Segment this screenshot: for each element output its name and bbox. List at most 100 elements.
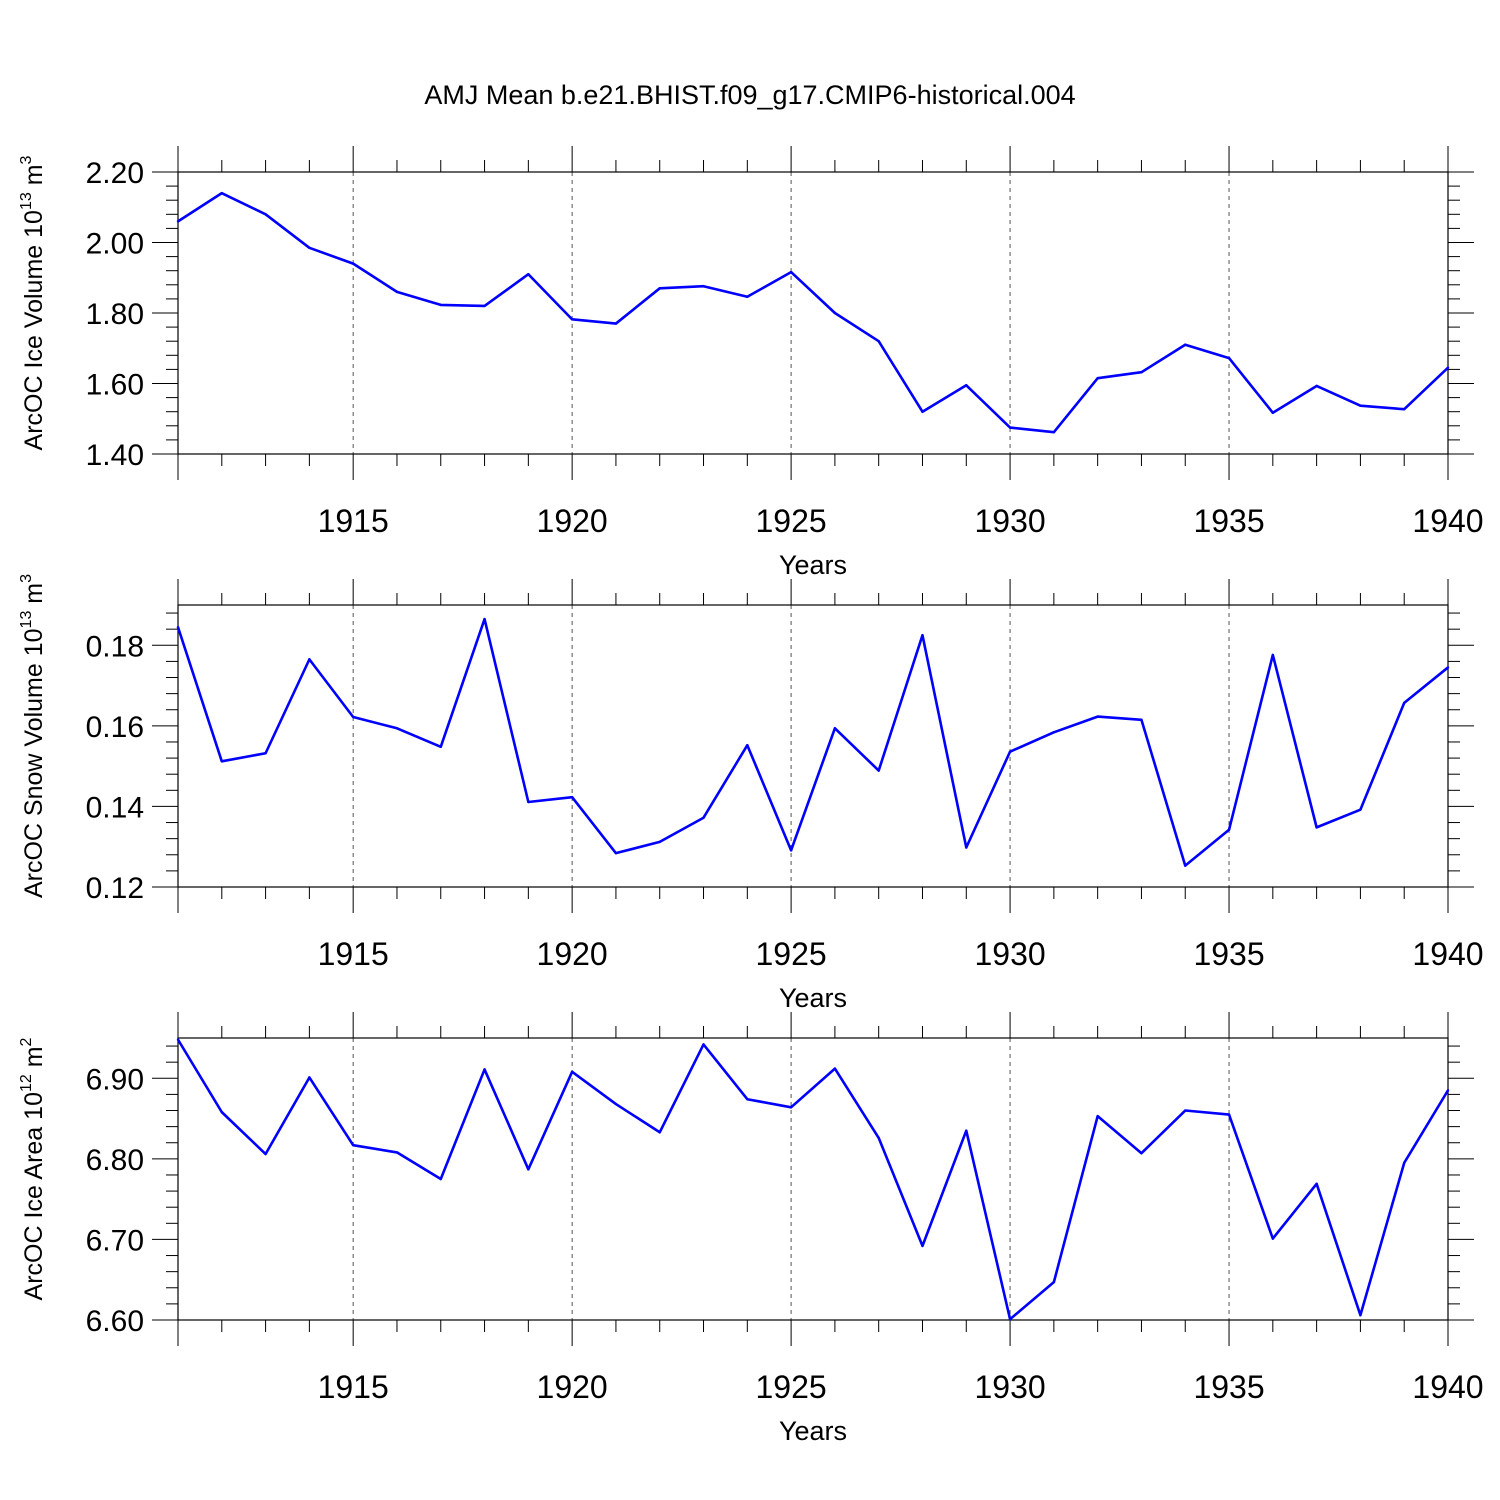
y-tick-label: 0.14: [86, 791, 144, 824]
data-point: [658, 840, 661, 844]
data-point: [1359, 404, 1362, 407]
y-tick-label: 2.00: [86, 228, 144, 261]
x-tick-label: 1940: [1412, 1369, 1483, 1405]
data-point: [1184, 864, 1187, 867]
data-point: [965, 1129, 968, 1132]
data-point: [176, 625, 180, 629]
data-point: [1315, 384, 1318, 388]
data-point: [308, 246, 311, 249]
x-tick-label: 1925: [756, 1369, 827, 1405]
y-tick-label: 6.90: [86, 1063, 144, 1096]
data-point: [1052, 1280, 1056, 1284]
x-tick-label: 1915: [318, 1369, 389, 1405]
chart-panel-2: 0.12 0.14 0.16 0.18 1915 1920 1925 1930 1935 1940…: [18, 574, 1484, 1013]
data-point: [1096, 377, 1099, 380]
data-point: [1184, 1109, 1187, 1112]
x-tick-label: 1920: [537, 503, 608, 539]
data-point: [1446, 366, 1450, 369]
data-point: [1403, 408, 1406, 411]
data-point: [1227, 356, 1231, 360]
data-point: [483, 304, 486, 308]
y-axis-label-exponent: 13: [18, 611, 35, 629]
data-point: [220, 191, 223, 195]
y-tick-label: 1.60: [86, 369, 144, 402]
y-axis-label-unit: m: [20, 583, 48, 611]
data-point: [789, 270, 793, 274]
data-point: [789, 1106, 793, 1109]
data-point: [1271, 1237, 1275, 1240]
data-point: [1052, 731, 1056, 734]
data-point: [176, 220, 180, 223]
data-point: [658, 287, 661, 290]
data-point: [483, 617, 486, 621]
chart-panel-3: 6.60 6.70 6.80 6.90 1915 1920 1925 1930 1935 1940…: [18, 1012, 1484, 1446]
y-tick-label: 0.18: [86, 630, 144, 663]
data-point: [351, 1143, 355, 1147]
data-point: [1271, 653, 1275, 657]
data-point: [1096, 1114, 1099, 1118]
data-point: [483, 1068, 486, 1071]
y-axis-label-unit-exponent: 2: [18, 1037, 35, 1046]
y-axis-label: ArcOC Ice Volume 1013 m3: [18, 155, 48, 450]
data-point: [220, 1110, 223, 1114]
data-point: [395, 1151, 399, 1154]
x-tick-label: 1940: [1412, 936, 1483, 972]
data-point: [1008, 426, 1012, 429]
x-tick-label: 1930: [974, 1369, 1045, 1405]
data-point: [220, 760, 223, 763]
data-point: [921, 410, 924, 413]
data-point: [921, 634, 924, 637]
data-point: [351, 715, 355, 719]
y-tick-label: 6.60: [86, 1305, 144, 1338]
y-axis-label-text: ArcOC Ice Volume 10: [20, 210, 48, 450]
data-point: [527, 800, 530, 804]
data-point: [1359, 1313, 1362, 1317]
data-point: [1403, 1161, 1406, 1165]
y-axis-label-unit-exponent: 3: [18, 155, 35, 164]
data-point: [1008, 750, 1012, 753]
data-point: [965, 846, 968, 849]
data-point: [1140, 371, 1143, 374]
y-tick-label: 1.80: [86, 298, 144, 331]
series-line: [176, 1038, 1450, 1321]
y-axis-label-text: ArcOC Ice Area 10: [20, 1092, 48, 1300]
data-point: [1008, 1317, 1012, 1321]
y-axis-label-exponent: 13: [18, 192, 35, 210]
x-tick-label: 1920: [537, 1369, 608, 1405]
y-tick-label: 6.70: [86, 1224, 144, 1257]
data-point: [1446, 1089, 1450, 1092]
data-point: [877, 340, 880, 343]
x-tick-label: 1935: [1193, 503, 1264, 539]
data-point: [789, 849, 793, 852]
data-point: [614, 322, 618, 325]
data-point: [570, 795, 574, 799]
y-axis-label: ArcOC Snow Volume 1013 m3: [18, 574, 48, 898]
data-point: [833, 311, 837, 315]
figure-title: AMJ Mean b.e21.BHIST.f09_g17.CMIP6-histo…: [424, 80, 1076, 110]
x-tick-label: 1940: [1412, 503, 1483, 539]
data-point: [395, 727, 399, 730]
y-tick-label: 2.20: [86, 157, 144, 190]
data-point: [264, 752, 267, 755]
data-point: [614, 1102, 618, 1106]
data-point: [965, 384, 968, 387]
data-point: [1184, 343, 1187, 346]
data-point: [833, 1067, 837, 1070]
data-point: [746, 743, 749, 747]
data-point: [176, 1038, 180, 1041]
data-point: [395, 290, 399, 294]
y-tick-label: 6.80: [86, 1144, 144, 1177]
data-point: [702, 285, 705, 288]
data-point: [1140, 718, 1143, 722]
data-point: [1271, 411, 1275, 414]
data-point: [308, 658, 311, 661]
y-tick-label: 0.16: [86, 711, 144, 744]
data-point: [1315, 826, 1318, 829]
y-axis-label: ArcOC Ice Area 1012 m2: [18, 1037, 48, 1300]
x-tick-label: 1935: [1193, 1369, 1264, 1405]
x-axis-label: Years: [779, 550, 847, 580]
data-point: [264, 1152, 267, 1156]
data-point: [1359, 808, 1362, 811]
y-axis-label-unit: m: [20, 164, 48, 192]
